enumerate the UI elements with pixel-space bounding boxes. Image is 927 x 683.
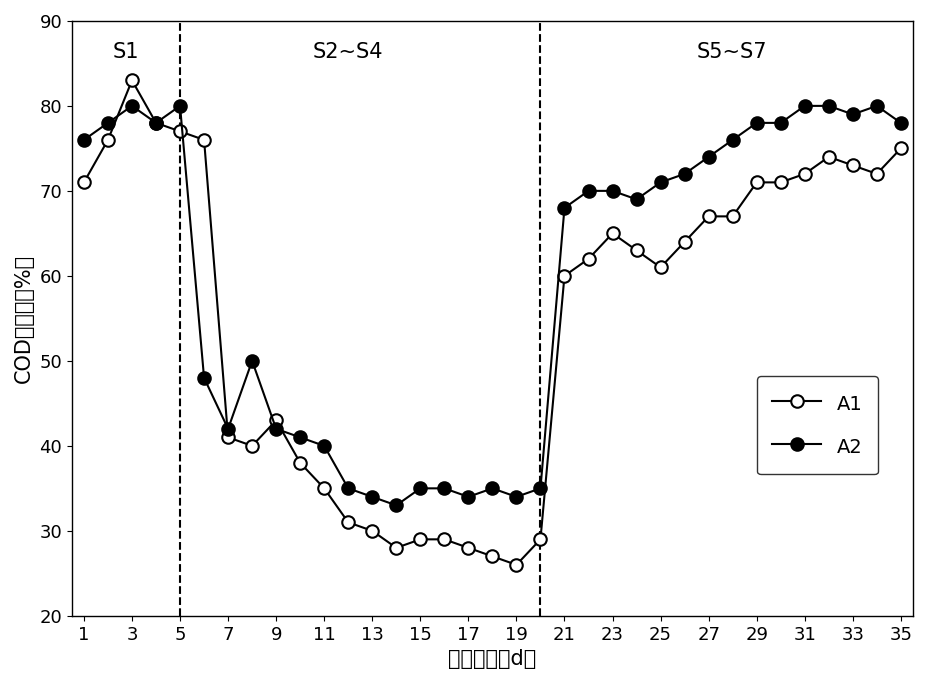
A1 bbox=[390, 544, 401, 552]
A2 bbox=[126, 102, 137, 110]
A2 bbox=[247, 357, 258, 365]
A1 bbox=[318, 484, 329, 492]
A2 bbox=[390, 501, 401, 510]
A2 bbox=[558, 204, 569, 212]
A2 bbox=[606, 186, 617, 195]
A1 bbox=[150, 119, 161, 127]
A2 bbox=[150, 119, 161, 127]
A1 bbox=[510, 561, 521, 569]
A2 bbox=[895, 119, 906, 127]
A1 bbox=[174, 127, 185, 135]
Line: A1: A1 bbox=[78, 74, 907, 571]
A2 bbox=[463, 492, 474, 501]
A1 bbox=[606, 229, 617, 238]
A1 bbox=[126, 76, 137, 85]
A2 bbox=[102, 119, 113, 127]
A1 bbox=[582, 255, 593, 263]
A1 bbox=[222, 433, 234, 441]
A2 bbox=[342, 484, 353, 492]
A2 bbox=[534, 484, 545, 492]
A2 bbox=[630, 195, 641, 204]
Text: S1: S1 bbox=[113, 42, 139, 62]
A1 bbox=[774, 178, 785, 186]
A2 bbox=[798, 102, 809, 110]
A2 bbox=[750, 119, 761, 127]
A1 bbox=[534, 535, 545, 544]
A1 bbox=[271, 416, 282, 424]
A2 bbox=[414, 484, 425, 492]
A2 bbox=[510, 492, 521, 501]
A1 bbox=[822, 153, 833, 161]
A1 bbox=[414, 535, 425, 544]
A1 bbox=[78, 178, 89, 186]
A1 bbox=[750, 178, 761, 186]
A1 bbox=[727, 212, 738, 221]
A1 bbox=[366, 527, 377, 535]
A2 bbox=[582, 186, 593, 195]
A2 bbox=[870, 102, 882, 110]
A2 bbox=[774, 119, 785, 127]
A2 bbox=[822, 102, 833, 110]
Line: A2: A2 bbox=[78, 100, 907, 512]
A1 bbox=[895, 144, 906, 152]
A2 bbox=[679, 170, 690, 178]
A2 bbox=[703, 153, 714, 161]
A1 bbox=[798, 170, 809, 178]
A1 bbox=[870, 170, 882, 178]
A1 bbox=[703, 212, 714, 221]
A2 bbox=[271, 425, 282, 433]
A2 bbox=[222, 425, 234, 433]
A1 bbox=[679, 238, 690, 246]
Y-axis label: COD去除率（%）: COD去除率（%） bbox=[14, 254, 34, 383]
A1 bbox=[102, 136, 113, 144]
A2 bbox=[438, 484, 450, 492]
A2 bbox=[78, 136, 89, 144]
A1 bbox=[198, 136, 210, 144]
A1 bbox=[342, 518, 353, 527]
Text: S5~S7: S5~S7 bbox=[696, 42, 767, 62]
A1 bbox=[558, 272, 569, 280]
A2 bbox=[727, 136, 738, 144]
A1 bbox=[294, 459, 305, 467]
A1 bbox=[463, 544, 474, 552]
A1 bbox=[654, 263, 666, 271]
A2 bbox=[366, 492, 377, 501]
Legend: A1, A2: A1, A2 bbox=[756, 376, 877, 475]
A2 bbox=[487, 484, 498, 492]
A2 bbox=[198, 374, 210, 382]
A2 bbox=[654, 178, 666, 186]
A2 bbox=[846, 110, 857, 118]
A2 bbox=[294, 433, 305, 441]
A1 bbox=[630, 247, 641, 255]
A2 bbox=[318, 442, 329, 450]
Text: S2~S4: S2~S4 bbox=[311, 42, 382, 62]
A2 bbox=[174, 102, 185, 110]
A1 bbox=[846, 161, 857, 169]
A1 bbox=[487, 553, 498, 561]
A1 bbox=[247, 442, 258, 450]
X-axis label: 反应时间（d）: 反应时间（d） bbox=[448, 649, 536, 669]
A1 bbox=[438, 535, 450, 544]
